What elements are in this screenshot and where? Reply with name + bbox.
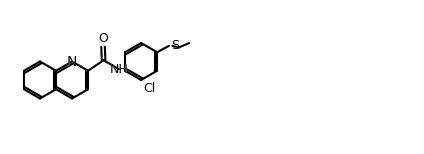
Text: NH: NH	[110, 63, 128, 76]
Text: S: S	[171, 39, 179, 52]
Text: O: O	[98, 32, 108, 45]
Text: NH: NH	[110, 63, 128, 76]
Text: N: N	[67, 55, 77, 69]
Text: N: N	[67, 55, 77, 69]
Text: Cl: Cl	[143, 82, 155, 95]
